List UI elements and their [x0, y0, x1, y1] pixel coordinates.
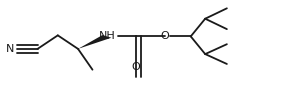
- Text: O: O: [160, 31, 169, 41]
- Text: O: O: [131, 62, 140, 72]
- Polygon shape: [78, 35, 111, 49]
- Text: N: N: [5, 44, 14, 54]
- Text: NH: NH: [99, 31, 116, 41]
